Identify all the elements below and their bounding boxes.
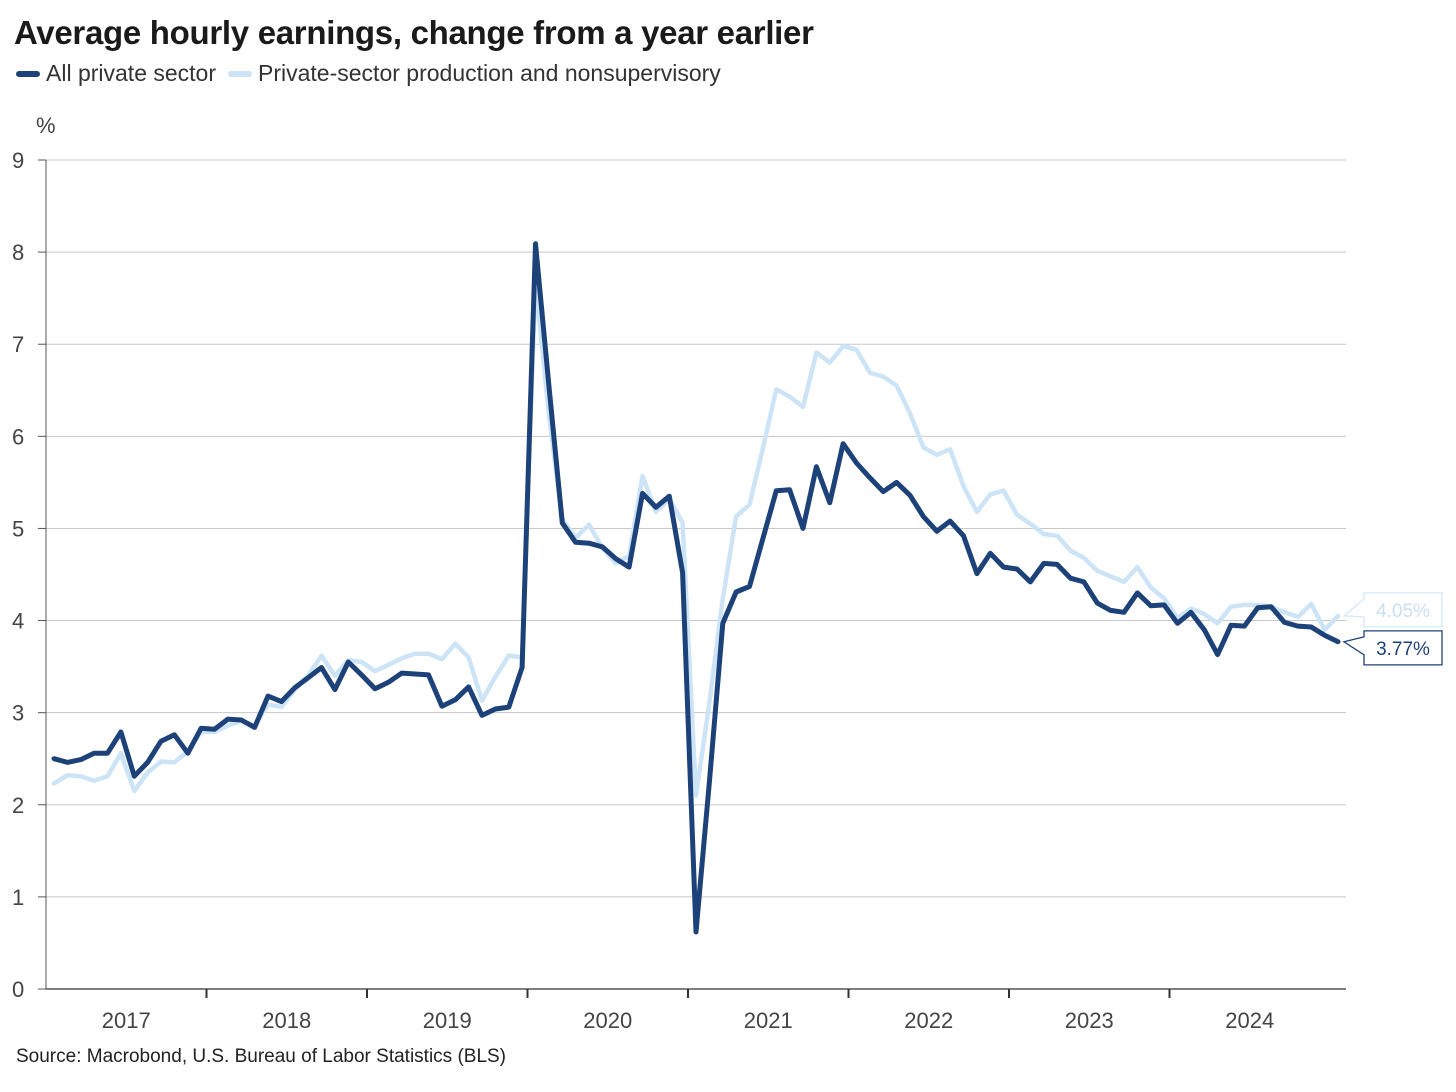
x-tick-label-2024: 2024 [1225,1008,1274,1033]
x-tick-label-2017: 2017 [102,1008,151,1033]
x-tick-label-2020: 2020 [583,1008,632,1033]
y-tick-label-0: 0 [12,977,24,1002]
legend-item-all-private: All private sector [16,60,216,87]
end-label-all-private-box [1342,630,1443,666]
legend-swatch-all-private [16,70,40,77]
end-label-production-box [1342,592,1443,628]
x-tick-label-2021: 2021 [744,1008,793,1033]
y-tick-label-1: 1 [12,885,24,910]
end-label-all-private: 3.77% [1376,639,1430,660]
x-tick-label-2019: 2019 [423,1008,472,1033]
legend: All private sector Private-sector produc… [16,60,721,87]
legend-label-production: Private-sector production and nonsupervi… [258,60,721,86]
y-tick-label-9: 9 [12,148,24,173]
source-note: Source: Macrobond, U.S. Bureau of Labor … [16,1046,507,1067]
legend-swatch-production [228,70,253,77]
y-tick-label-2: 2 [12,793,24,818]
series-line-all-private [51,241,1341,935]
y-axis-unit-label: % [36,113,56,138]
legend-item-production: Private-sector production and nonsupervi… [228,60,721,87]
legend-label-all-private: All private sector [46,60,217,86]
series-line-production [51,279,1341,798]
y-tick-label-4: 4 [12,609,24,634]
y-tick-label-8: 8 [12,240,24,265]
x-tick-label-2018: 2018 [262,1008,311,1033]
y-tick-label-5: 5 [12,516,24,541]
chart-title: Average hourly earnings, change from a y… [14,14,814,51]
axes: % 0 1 2 3 4 5 6 7 8 9 2017 2018 2019 2020 2021 2022 2023 2… [12,113,1346,1033]
y-tick-label-6: 6 [12,424,24,449]
end-label-production: 4.05% [1376,601,1430,622]
x-tick-label-2023: 2023 [1065,1008,1114,1033]
series-lines [51,241,1341,935]
y-tick-label-3: 3 [12,701,24,726]
x-tick-label-2022: 2022 [904,1008,953,1033]
y-tick-label-7: 7 [12,332,24,357]
end-labels: 4.05% 3.77% [1342,592,1443,666]
